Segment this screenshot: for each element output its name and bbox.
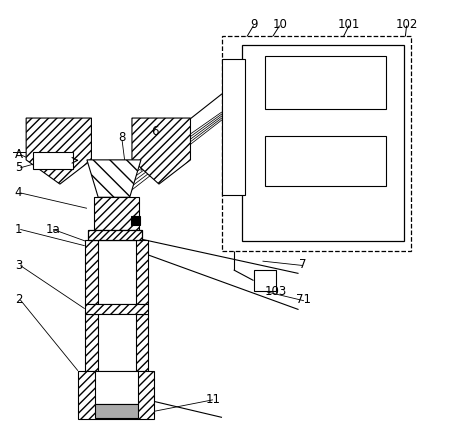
Bar bbox=[265, 56, 386, 109]
Text: A: A bbox=[14, 148, 23, 161]
Bar bbox=[242, 46, 405, 241]
Bar bbox=[78, 371, 154, 419]
Bar bbox=[222, 36, 411, 252]
Bar bbox=[265, 136, 386, 187]
Polygon shape bbox=[87, 160, 141, 197]
Bar bbox=[33, 152, 73, 169]
Text: 103: 103 bbox=[265, 285, 287, 299]
Bar bbox=[131, 216, 140, 225]
Polygon shape bbox=[26, 118, 92, 184]
Text: 6: 6 bbox=[151, 125, 158, 138]
Text: 2: 2 bbox=[15, 293, 22, 307]
Bar bbox=[95, 371, 138, 404]
Text: 1: 1 bbox=[15, 223, 22, 236]
Bar bbox=[85, 240, 148, 304]
Bar bbox=[94, 197, 139, 230]
Text: 4: 4 bbox=[15, 187, 22, 199]
Polygon shape bbox=[132, 118, 190, 184]
Text: 10: 10 bbox=[272, 18, 287, 31]
Text: 101: 101 bbox=[338, 18, 360, 31]
Bar bbox=[98, 314, 136, 371]
Bar bbox=[88, 230, 142, 240]
Text: 1a: 1a bbox=[46, 223, 61, 236]
Bar bbox=[85, 304, 148, 314]
Bar bbox=[98, 240, 136, 304]
Bar bbox=[95, 404, 138, 418]
Text: 8: 8 bbox=[118, 132, 126, 144]
Bar bbox=[254, 270, 276, 291]
Bar bbox=[222, 58, 246, 195]
Text: 9: 9 bbox=[250, 18, 257, 31]
Bar bbox=[85, 314, 148, 371]
Bar bbox=[88, 230, 142, 240]
Text: 7: 7 bbox=[299, 258, 307, 271]
Text: 102: 102 bbox=[395, 18, 418, 31]
Text: 5: 5 bbox=[15, 161, 22, 174]
Text: 3: 3 bbox=[15, 259, 22, 272]
Text: 11: 11 bbox=[206, 393, 221, 406]
Text: 71: 71 bbox=[296, 293, 312, 307]
